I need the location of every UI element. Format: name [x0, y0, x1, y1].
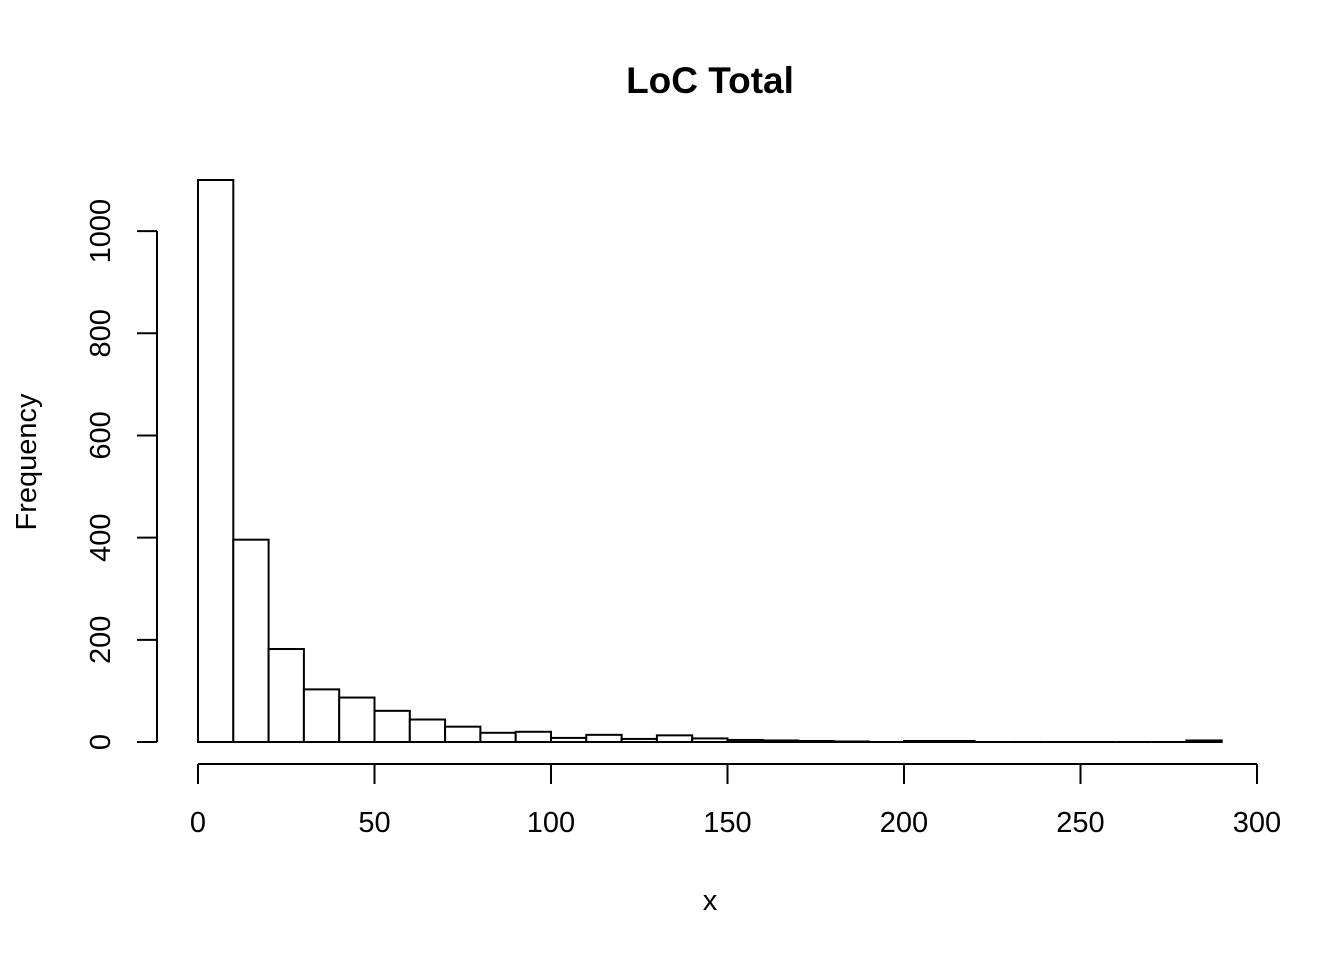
x-axis: 0 50 100 150 200 250 300 — [190, 763, 1281, 839]
histogram-bar — [620, 737, 658, 744]
histogram-bar — [585, 733, 623, 744]
x-tick-label: 250 — [1056, 807, 1104, 839]
y-tick-label: 0 — [85, 734, 117, 750]
bars-group — [197, 179, 1223, 744]
histogram-bar — [655, 734, 694, 743]
x-tick-label: 100 — [527, 807, 575, 839]
histogram-bar — [832, 740, 870, 743]
histogram-bar — [338, 696, 376, 743]
y-tick-label: 600 — [85, 411, 117, 459]
y-tick-label: 1000 — [85, 199, 117, 264]
x-tick-label: 150 — [703, 807, 751, 839]
histogram-bar — [761, 739, 800, 744]
x-tick-label: 50 — [358, 807, 390, 839]
x-tick-label: 0 — [190, 807, 206, 839]
histogram-bar — [408, 718, 447, 744]
y-tick-label: 400 — [85, 513, 117, 561]
y-axis-label: Frequency — [11, 393, 43, 531]
x-tick-label: 200 — [880, 807, 928, 839]
histogram-bar — [444, 725, 482, 744]
y-tick-label: 200 — [85, 616, 117, 664]
chart-title: LoC Total — [626, 60, 794, 101]
histogram-bar — [232, 538, 270, 743]
x-tick-label: 300 — [1233, 807, 1281, 839]
x-axis-label: x — [703, 885, 718, 917]
histogram-bar — [550, 736, 588, 743]
histogram-bar — [691, 737, 729, 744]
histogram-bar — [514, 730, 553, 743]
histogram-bar — [302, 688, 341, 743]
histogram-bar — [938, 739, 976, 744]
y-axis: 0 200 400 600 800 1000 — [85, 199, 158, 750]
histogram-bar — [797, 739, 835, 744]
histogram-bar — [1185, 739, 1223, 744]
histogram-bar — [267, 648, 305, 743]
histogram-bar — [903, 739, 941, 744]
y-tick-label: 800 — [85, 309, 117, 357]
histogram-bar — [726, 738, 764, 743]
histogram-bar — [197, 179, 235, 743]
histogram-bar — [373, 709, 411, 743]
histogram-bar — [479, 731, 517, 744]
